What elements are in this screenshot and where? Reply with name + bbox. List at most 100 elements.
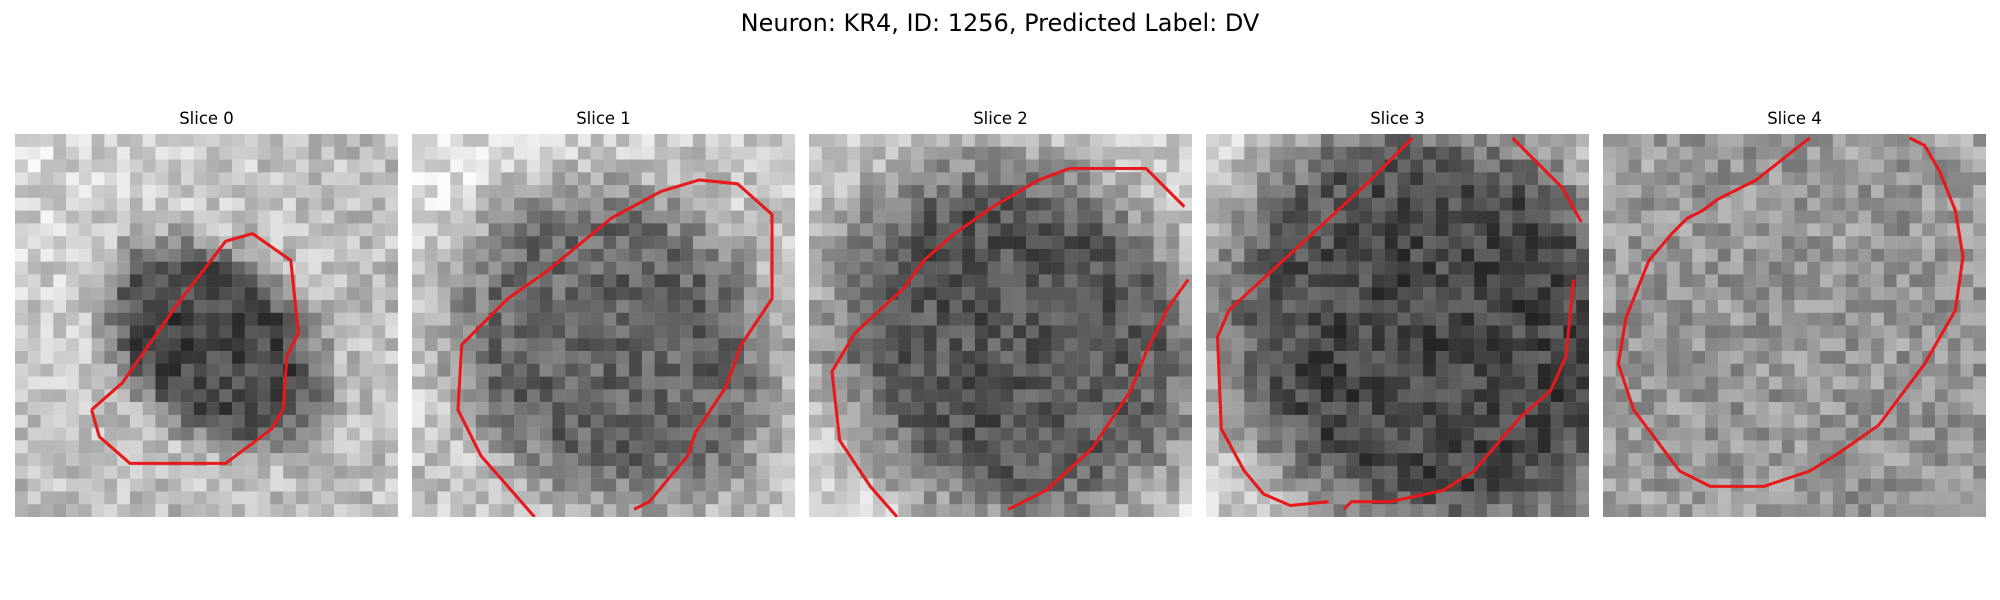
pixel bbox=[309, 440, 322, 453]
pixel bbox=[1551, 274, 1564, 287]
pixel bbox=[514, 402, 527, 415]
pixel bbox=[809, 351, 822, 364]
pixel bbox=[655, 236, 668, 249]
pixel bbox=[782, 198, 795, 211]
pixel bbox=[1001, 262, 1014, 275]
pixel bbox=[1154, 274, 1167, 287]
pixel bbox=[1667, 300, 1680, 313]
pixel bbox=[130, 262, 143, 275]
pixel bbox=[309, 453, 322, 466]
pixel bbox=[1782, 134, 1795, 147]
pixel bbox=[1128, 326, 1141, 339]
pixel bbox=[1782, 389, 1795, 402]
pixel bbox=[1321, 274, 1334, 287]
pixel bbox=[578, 428, 591, 441]
pixel bbox=[334, 211, 347, 224]
pixel bbox=[1179, 466, 1192, 479]
pixel bbox=[245, 198, 258, 211]
pixel bbox=[1871, 326, 1884, 339]
pixel bbox=[41, 236, 54, 249]
pixel bbox=[975, 300, 988, 313]
pixel bbox=[1295, 211, 1308, 224]
pixel bbox=[1474, 198, 1487, 211]
pixel bbox=[1232, 313, 1245, 326]
pixel bbox=[1922, 198, 1935, 211]
pixel bbox=[1141, 466, 1154, 479]
pixel bbox=[578, 172, 591, 185]
pixel bbox=[1948, 504, 1961, 517]
pixel bbox=[1858, 160, 1871, 173]
pixel bbox=[463, 453, 476, 466]
pixel bbox=[1616, 262, 1629, 275]
pixel bbox=[1884, 300, 1897, 313]
pixel bbox=[988, 326, 1001, 339]
pixel bbox=[1641, 377, 1654, 390]
pixel bbox=[1026, 504, 1039, 517]
pixel bbox=[258, 491, 271, 504]
pixel bbox=[1039, 236, 1052, 249]
pixel bbox=[988, 274, 1001, 287]
pixel bbox=[1871, 198, 1884, 211]
pixel bbox=[1973, 402, 1986, 415]
pixel bbox=[41, 428, 54, 441]
pixel bbox=[1270, 274, 1283, 287]
pixel bbox=[1680, 440, 1693, 453]
pixel bbox=[629, 351, 642, 364]
pixel bbox=[258, 198, 271, 211]
pixel bbox=[360, 479, 373, 492]
pixel bbox=[1103, 274, 1116, 287]
pixel bbox=[962, 351, 975, 364]
pixel bbox=[1820, 402, 1833, 415]
pixel bbox=[1449, 364, 1462, 377]
pixel bbox=[911, 249, 924, 262]
pixel bbox=[1077, 326, 1090, 339]
pixel bbox=[706, 338, 719, 351]
pixel bbox=[604, 377, 617, 390]
pixel bbox=[1769, 428, 1782, 441]
pixel bbox=[1833, 351, 1846, 364]
pixel bbox=[1487, 172, 1500, 185]
pixel bbox=[1795, 440, 1808, 453]
pixel bbox=[412, 351, 425, 364]
pixel bbox=[962, 428, 975, 441]
pixel bbox=[514, 351, 527, 364]
pixel bbox=[1858, 185, 1871, 198]
pixel bbox=[1410, 287, 1423, 300]
pixel bbox=[822, 402, 835, 415]
pixel bbox=[66, 172, 79, 185]
pixel bbox=[1052, 491, 1065, 504]
pixel bbox=[463, 236, 476, 249]
pixel bbox=[886, 223, 899, 236]
pixel bbox=[155, 466, 168, 479]
pixel bbox=[283, 185, 296, 198]
pixel bbox=[28, 287, 41, 300]
pixel bbox=[937, 415, 950, 428]
pixel bbox=[1500, 160, 1513, 173]
pixel bbox=[1820, 326, 1833, 339]
pixel bbox=[937, 300, 950, 313]
pixel bbox=[1295, 134, 1308, 147]
pixel bbox=[1935, 453, 1948, 466]
pixel bbox=[1807, 389, 1820, 402]
pixel bbox=[1692, 262, 1705, 275]
pixel bbox=[1680, 338, 1693, 351]
slice-image-1 bbox=[412, 134, 795, 517]
pixel bbox=[53, 491, 66, 504]
pixel bbox=[975, 479, 988, 492]
pixel bbox=[1718, 223, 1731, 236]
pixel bbox=[949, 504, 962, 517]
pixel bbox=[1115, 211, 1128, 224]
pixel bbox=[1807, 491, 1820, 504]
pixel bbox=[769, 504, 782, 517]
pixel bbox=[53, 415, 66, 428]
pixel bbox=[565, 198, 578, 211]
pixel bbox=[1115, 185, 1128, 198]
pixel bbox=[552, 160, 565, 173]
pixel bbox=[1141, 364, 1154, 377]
pixel bbox=[769, 326, 782, 339]
pixel bbox=[1398, 223, 1411, 236]
pixel bbox=[1001, 351, 1014, 364]
pixel bbox=[1026, 198, 1039, 211]
pixel bbox=[949, 262, 962, 275]
pixel bbox=[757, 453, 770, 466]
